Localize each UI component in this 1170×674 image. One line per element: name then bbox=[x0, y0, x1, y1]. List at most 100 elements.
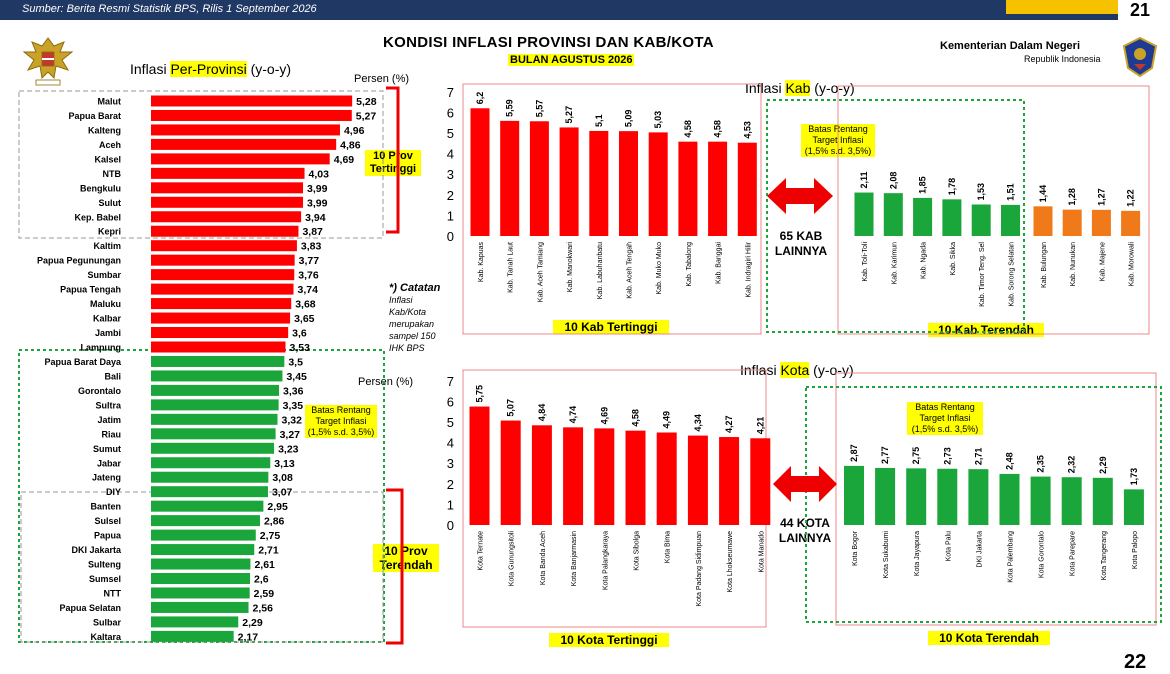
y-tick-label: 5 bbox=[447, 126, 454, 141]
value-label: 1,53 bbox=[976, 183, 986, 201]
y-tick-label: 1 bbox=[447, 208, 454, 223]
kab-lainnya-label: 65 KAB LAINNYA bbox=[774, 229, 828, 258]
bar bbox=[687, 435, 708, 525]
prov-value-label: 3,76 bbox=[298, 270, 319, 282]
bar bbox=[1091, 209, 1111, 236]
bar bbox=[906, 468, 927, 525]
category-label: Kab. Timor Teng. Sel bbox=[979, 242, 986, 307]
prov-category-label: Riau bbox=[101, 429, 121, 439]
prov-category-label: Papua bbox=[94, 531, 122, 541]
kota-unit-label: Persen (%) bbox=[358, 376, 414, 388]
prov-category-label: Sultra bbox=[95, 400, 122, 410]
prov-category-label: Malut bbox=[98, 97, 122, 107]
prov-bar bbox=[151, 515, 260, 527]
value-label: 5,75 bbox=[475, 385, 485, 403]
category-label: Kota Palangkaraya bbox=[602, 531, 609, 590]
value-label: 1,44 bbox=[1038, 185, 1048, 203]
bar bbox=[942, 199, 962, 236]
prov-bar bbox=[151, 500, 264, 512]
bar bbox=[625, 430, 646, 525]
y-tick-label: 6 bbox=[447, 105, 454, 120]
prov-value-label: 2,95 bbox=[267, 501, 288, 513]
bar bbox=[1001, 204, 1020, 236]
value-label: 4,34 bbox=[693, 414, 703, 432]
kota-chart-title: Inflasi Kota (y-o-y) bbox=[740, 362, 854, 378]
prov-bar bbox=[151, 312, 291, 324]
category-label: Kota Palopo bbox=[1132, 531, 1139, 569]
bar bbox=[559, 127, 579, 236]
prov-category-label: Aceh bbox=[99, 140, 121, 150]
prov-value-label: 2,17 bbox=[238, 631, 259, 643]
value-label: 4,84 bbox=[537, 404, 547, 422]
prov-category-label: NTT bbox=[104, 588, 122, 598]
prov-value-label: 3,99 bbox=[307, 183, 328, 195]
prov-target-label: Batas Rentang Target Inflasi (1,5% s.d. … bbox=[305, 405, 377, 438]
value-label: 2,71 bbox=[973, 448, 983, 466]
prov-bar bbox=[151, 370, 283, 382]
prov-category-label: Kalteng bbox=[88, 125, 121, 135]
category-label: Kota Lhokseumawe bbox=[727, 531, 734, 593]
category-label: Kab. Nunukan bbox=[1070, 242, 1077, 286]
value-label: 4,58 bbox=[631, 409, 641, 427]
value-label: 2,35 bbox=[1036, 455, 1046, 473]
ministry-subtitle: Republik Indonesia bbox=[1024, 54, 1101, 64]
prov-bar bbox=[151, 529, 256, 541]
y-tick-label: 1 bbox=[447, 497, 454, 512]
prov-category-label: Jatim bbox=[97, 415, 121, 425]
ministry-name: Kementerian Dalam Negeri bbox=[940, 40, 1080, 52]
prov-bar bbox=[151, 558, 251, 570]
source-text: Sumber: Berita Resmi Statistik BPS, Rili… bbox=[22, 3, 317, 15]
prov-bar bbox=[151, 341, 286, 353]
prov-bar bbox=[151, 225, 299, 237]
category-label: Kab. Kapuas bbox=[478, 242, 485, 283]
value-label: 4,58 bbox=[713, 120, 723, 138]
category-label: Kota Bogor bbox=[852, 530, 859, 566]
prov-category-label: Kep. Babel bbox=[74, 212, 121, 222]
category-label: Kab. Tanah Laut bbox=[508, 242, 515, 293]
category-label: Kab. Aceh Tamiang bbox=[537, 242, 544, 302]
category-label: Kota Tangerang bbox=[1101, 531, 1108, 580]
prov-value-label: 3,74 bbox=[297, 284, 318, 296]
prov-value-label: 3,23 bbox=[278, 443, 299, 455]
prov-value-label: 2,71 bbox=[258, 545, 279, 557]
value-label: 6,2 bbox=[475, 92, 485, 105]
prov-chart-title: Inflasi Per-Provinsi (y-o-y) bbox=[130, 61, 292, 77]
value-label: 1,22 bbox=[1126, 189, 1136, 207]
bar bbox=[656, 432, 677, 525]
value-label: 2,73 bbox=[942, 447, 952, 465]
prov-bar bbox=[151, 355, 285, 367]
category-label: Kota Sibolga bbox=[634, 531, 641, 571]
category-label: Kota Gunungsitoli bbox=[509, 531, 516, 587]
bar bbox=[619, 131, 638, 236]
prov-category-label: Kaltim bbox=[93, 241, 121, 251]
value-label: 4,74 bbox=[568, 406, 578, 424]
prov-bar bbox=[151, 428, 276, 440]
prov-value-label: 5,27 bbox=[356, 110, 377, 122]
prov-value-label: 3,5 bbox=[288, 356, 303, 368]
prov-value-label: 2,29 bbox=[242, 617, 263, 629]
prov-bar bbox=[151, 486, 268, 498]
kota-target-label: Batas Rentang Target Inflasi (1,5% s.d. … bbox=[907, 402, 983, 435]
category-label: Kota Jayapura bbox=[914, 531, 921, 576]
prov-value-label: 3,07 bbox=[272, 487, 293, 499]
prov-value-label: 2,59 bbox=[254, 588, 275, 600]
prov-bar bbox=[151, 413, 278, 425]
prov-value-label: 4,96 bbox=[344, 125, 365, 137]
category-label: Kota Palembang bbox=[1008, 531, 1015, 583]
prov-value-label: 3,53 bbox=[289, 342, 310, 354]
bar bbox=[563, 427, 584, 525]
prov-bar bbox=[151, 471, 269, 483]
bar bbox=[999, 473, 1020, 525]
value-label: 5,03 bbox=[653, 111, 663, 129]
bar bbox=[708, 141, 728, 236]
bar bbox=[737, 142, 757, 236]
prov-value-label: 4,03 bbox=[309, 168, 330, 180]
value-label: 2,87 bbox=[849, 444, 859, 462]
prov-value-label: 3,94 bbox=[305, 212, 326, 224]
bar bbox=[500, 420, 521, 525]
main-title: KONDISI INFLASI PROVINSI DAN KAB/KOTA bbox=[383, 34, 714, 51]
value-label: 4,58 bbox=[683, 120, 693, 138]
bar bbox=[1123, 489, 1144, 525]
category-label: Kab. Labuhanbatu bbox=[597, 242, 604, 299]
value-label: 5,27 bbox=[564, 106, 574, 124]
